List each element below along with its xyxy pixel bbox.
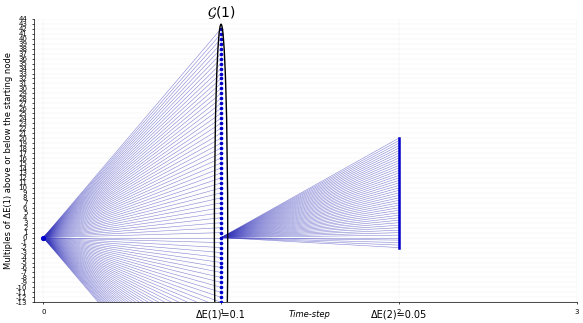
Point	[216, 66, 226, 71]
Point	[216, 161, 226, 166]
Point	[216, 106, 226, 111]
Point	[216, 151, 226, 156]
Point	[216, 290, 226, 295]
Point	[38, 235, 48, 240]
Text: ΔE(2)=0.05: ΔE(2)=0.05	[371, 310, 427, 320]
Point	[216, 165, 226, 171]
Point	[216, 295, 226, 300]
Point	[216, 190, 226, 195]
Point	[216, 111, 226, 116]
Point	[216, 195, 226, 201]
Point	[216, 71, 226, 76]
Text: Time-step: Time-step	[289, 310, 331, 319]
Point	[216, 51, 226, 56]
Point	[216, 265, 226, 270]
Point	[216, 126, 226, 131]
Point	[216, 180, 226, 185]
Point	[216, 101, 226, 106]
Point	[216, 205, 226, 210]
Point	[216, 121, 226, 126]
Point	[216, 319, 226, 323]
Point	[216, 81, 226, 86]
Point	[216, 136, 226, 141]
Point	[216, 175, 226, 181]
Point	[216, 250, 226, 255]
Y-axis label: Multiples of ΔE(1) above or below the starting node: Multiples of ΔE(1) above or below the st…	[4, 52, 13, 269]
Point	[216, 86, 226, 91]
Point	[216, 185, 226, 191]
Point	[216, 171, 226, 176]
Point	[216, 31, 226, 36]
Point	[216, 46, 226, 51]
Point	[216, 215, 226, 220]
Point	[216, 146, 226, 151]
Point	[216, 240, 226, 245]
Text: ΔE(1)=0.1: ΔE(1)=0.1	[196, 310, 246, 320]
Point	[216, 280, 226, 285]
Point	[216, 245, 226, 250]
Point	[216, 200, 226, 205]
Point	[216, 36, 226, 41]
Point	[216, 235, 226, 240]
Point	[216, 260, 226, 265]
Point	[216, 275, 226, 280]
Point	[216, 56, 226, 61]
Point	[216, 255, 226, 260]
Point	[216, 116, 226, 121]
Point	[216, 96, 226, 101]
Point	[216, 225, 226, 230]
Point	[216, 315, 226, 320]
Point	[216, 300, 226, 305]
Point	[216, 220, 226, 225]
Point	[216, 130, 226, 136]
Point	[216, 76, 226, 81]
Point	[216, 26, 226, 31]
Point	[216, 61, 226, 66]
Point	[216, 230, 226, 235]
Point	[216, 270, 226, 275]
Point	[216, 210, 226, 215]
Point	[216, 155, 226, 161]
Point	[216, 41, 226, 46]
Point	[216, 310, 226, 315]
Point	[216, 305, 226, 310]
Point	[216, 91, 226, 96]
Point	[216, 141, 226, 146]
Point	[216, 285, 226, 290]
Text: $\mathcal{G}(1)$: $\mathcal{G}(1)$	[207, 5, 236, 21]
